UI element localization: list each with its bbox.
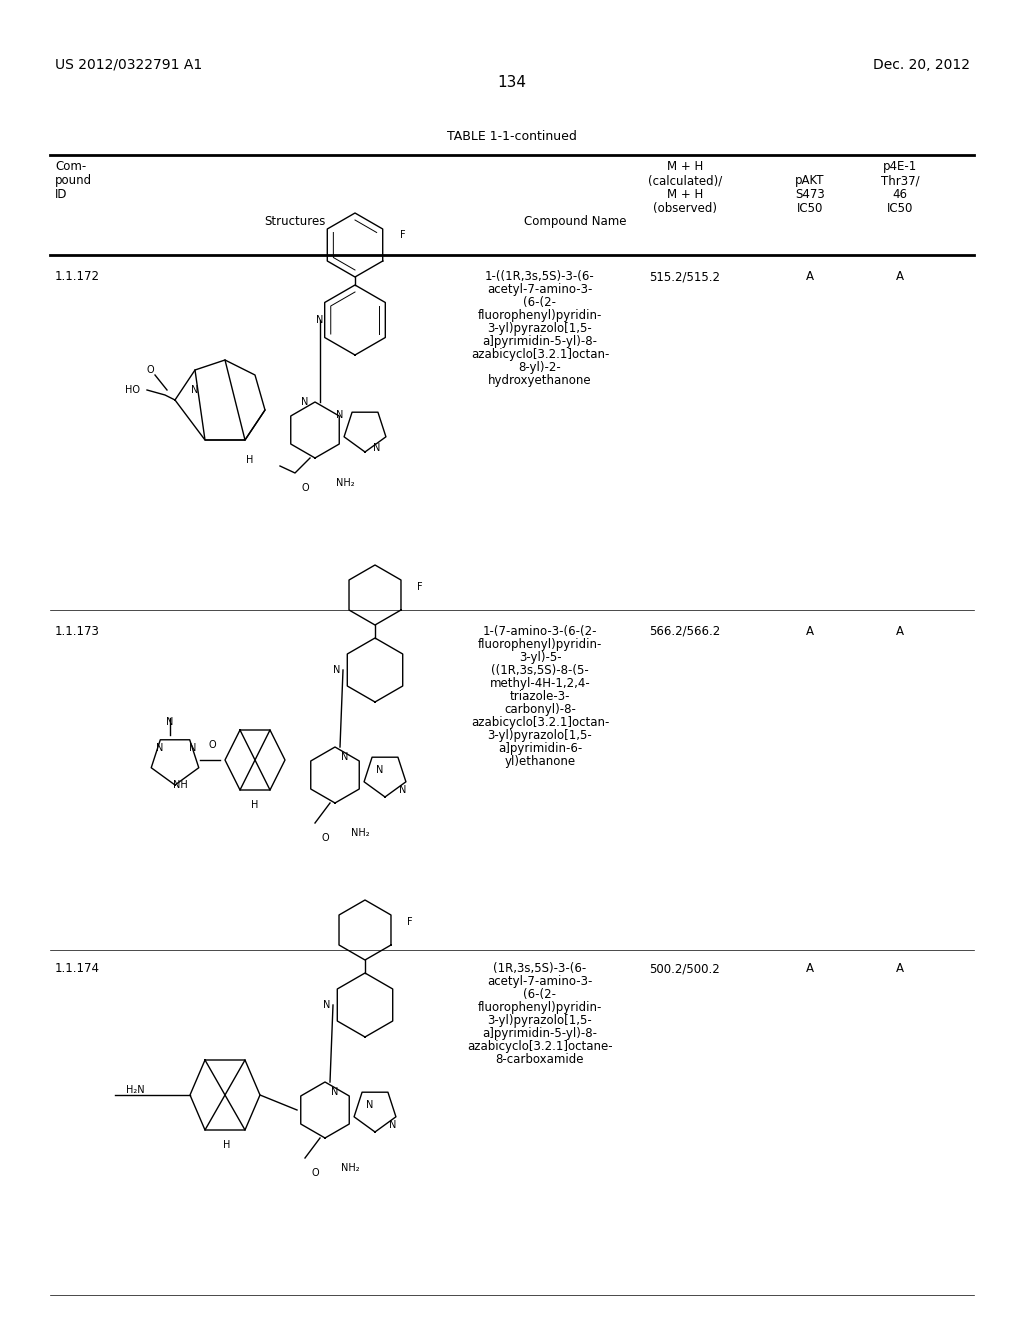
Text: A: A — [806, 962, 814, 975]
Text: fluorophenyl)pyridin-: fluorophenyl)pyridin- — [478, 309, 602, 322]
Text: 134: 134 — [498, 75, 526, 90]
Text: N: N — [332, 1086, 339, 1097]
Text: IC50: IC50 — [887, 202, 913, 215]
Text: pAKT: pAKT — [796, 174, 824, 187]
Text: H: H — [247, 455, 254, 465]
Text: N: N — [374, 444, 381, 453]
Text: N: N — [389, 1119, 396, 1130]
Text: 3-yl)pyrazolo[1,5-: 3-yl)pyrazolo[1,5- — [487, 729, 592, 742]
Text: IC50: IC50 — [797, 202, 823, 215]
Text: a]pyrimidin-5-yl)-8-: a]pyrimidin-5-yl)-8- — [482, 1027, 597, 1040]
Text: fluorophenyl)pyridin-: fluorophenyl)pyridin- — [478, 1001, 602, 1014]
Text: N: N — [324, 1001, 331, 1010]
Text: HO: HO — [125, 385, 140, 395]
Text: 3-yl)pyrazolo[1,5-: 3-yl)pyrazolo[1,5- — [487, 1014, 592, 1027]
Text: 515.2/515.2: 515.2/515.2 — [649, 271, 721, 282]
Text: NH₂: NH₂ — [341, 1163, 359, 1173]
Text: azabicyclo[3.2.1]octane-: azabicyclo[3.2.1]octane- — [467, 1040, 612, 1053]
Text: yl)ethanone: yl)ethanone — [505, 755, 575, 768]
Text: (observed): (observed) — [653, 202, 717, 215]
Text: N: N — [189, 743, 197, 752]
Text: 1.1.172: 1.1.172 — [55, 271, 100, 282]
Text: M + H: M + H — [667, 187, 703, 201]
Text: methyl-4H-1,2,4-: methyl-4H-1,2,4- — [489, 677, 591, 690]
Text: acetyl-7-amino-3-: acetyl-7-amino-3- — [487, 975, 593, 987]
Text: N: N — [341, 752, 349, 762]
Text: N: N — [367, 1100, 374, 1110]
Text: S473: S473 — [795, 187, 825, 201]
Text: N: N — [316, 315, 324, 325]
Text: A: A — [896, 271, 904, 282]
Text: pound: pound — [55, 174, 92, 187]
Text: A: A — [896, 962, 904, 975]
Text: Thr37/: Thr37/ — [881, 174, 920, 187]
Text: p4E-1: p4E-1 — [883, 160, 918, 173]
Text: 1-((1R,3s,5S)-3-(6-: 1-((1R,3s,5S)-3-(6- — [485, 271, 595, 282]
Text: O: O — [301, 483, 309, 492]
Text: TABLE 1-1-continued: TABLE 1-1-continued — [447, 129, 577, 143]
Text: carbonyl)-8-: carbonyl)-8- — [504, 704, 575, 715]
Text: 46: 46 — [893, 187, 907, 201]
Text: acetyl-7-amino-3-: acetyl-7-amino-3- — [487, 282, 593, 296]
Text: (6-(2-: (6-(2- — [523, 296, 556, 309]
Text: a]pyrimidin-6-: a]pyrimidin-6- — [498, 742, 582, 755]
Text: 3-yl)pyrazolo[1,5-: 3-yl)pyrazolo[1,5- — [487, 322, 592, 335]
Text: 8-carboxamide: 8-carboxamide — [496, 1053, 585, 1067]
Text: Dec. 20, 2012: Dec. 20, 2012 — [873, 58, 970, 73]
Text: 8-yl)-2-: 8-yl)-2- — [518, 360, 561, 374]
Text: triazole-3-: triazole-3- — [510, 690, 570, 704]
Text: M + H: M + H — [667, 160, 703, 173]
Text: F: F — [407, 917, 413, 927]
Text: 500.2/500.2: 500.2/500.2 — [649, 962, 720, 975]
Text: N: N — [336, 411, 344, 420]
Text: O: O — [311, 1168, 318, 1177]
Text: N: N — [157, 743, 164, 752]
Text: a]pyrimidin-5-yl)-8-: a]pyrimidin-5-yl)-8- — [482, 335, 597, 348]
Text: N: N — [301, 397, 308, 407]
Text: A: A — [806, 271, 814, 282]
Text: ID: ID — [55, 187, 68, 201]
Text: Structures: Structures — [264, 215, 326, 228]
Text: (calculated)/: (calculated)/ — [648, 174, 722, 187]
Text: fluorophenyl)pyridin-: fluorophenyl)pyridin- — [478, 638, 602, 651]
Text: NH: NH — [173, 780, 187, 789]
Text: (1R,3s,5S)-3-(6-: (1R,3s,5S)-3-(6- — [494, 962, 587, 975]
Text: O: O — [322, 833, 329, 843]
Text: 1.1.174: 1.1.174 — [55, 962, 100, 975]
Text: A: A — [806, 624, 814, 638]
Text: hydroxyethanone: hydroxyethanone — [488, 374, 592, 387]
Text: 1-(7-amino-3-(6-(2-: 1-(7-amino-3-(6-(2- — [482, 624, 597, 638]
Text: H: H — [223, 1140, 230, 1150]
Text: F: F — [417, 582, 423, 591]
Text: O: O — [146, 366, 154, 375]
Text: NH₂: NH₂ — [336, 478, 354, 488]
Text: azabicyclo[3.2.1]octan-: azabicyclo[3.2.1]octan- — [471, 715, 609, 729]
Text: ((1R,3s,5S)-8-(5-: ((1R,3s,5S)-8-(5- — [492, 664, 589, 677]
Text: NH₂: NH₂ — [350, 828, 370, 838]
Text: N: N — [399, 785, 407, 795]
Text: A: A — [896, 624, 904, 638]
Text: N: N — [166, 717, 174, 727]
Text: F: F — [400, 230, 406, 240]
Text: Compound Name: Compound Name — [523, 215, 627, 228]
Text: O: O — [208, 741, 216, 750]
Text: N: N — [376, 766, 384, 775]
Text: Com-: Com- — [55, 160, 86, 173]
Text: azabicyclo[3.2.1]octan-: azabicyclo[3.2.1]octan- — [471, 348, 609, 360]
Text: 3-yl)-5-: 3-yl)-5- — [519, 651, 561, 664]
Text: H₂N: H₂N — [126, 1085, 145, 1096]
Text: (6-(2-: (6-(2- — [523, 987, 556, 1001]
Text: H: H — [251, 800, 259, 810]
Text: N: N — [334, 665, 341, 675]
Text: 1.1.173: 1.1.173 — [55, 624, 100, 638]
Text: 566.2/566.2: 566.2/566.2 — [649, 624, 721, 638]
Text: N: N — [191, 385, 199, 395]
Text: US 2012/0322791 A1: US 2012/0322791 A1 — [55, 58, 203, 73]
